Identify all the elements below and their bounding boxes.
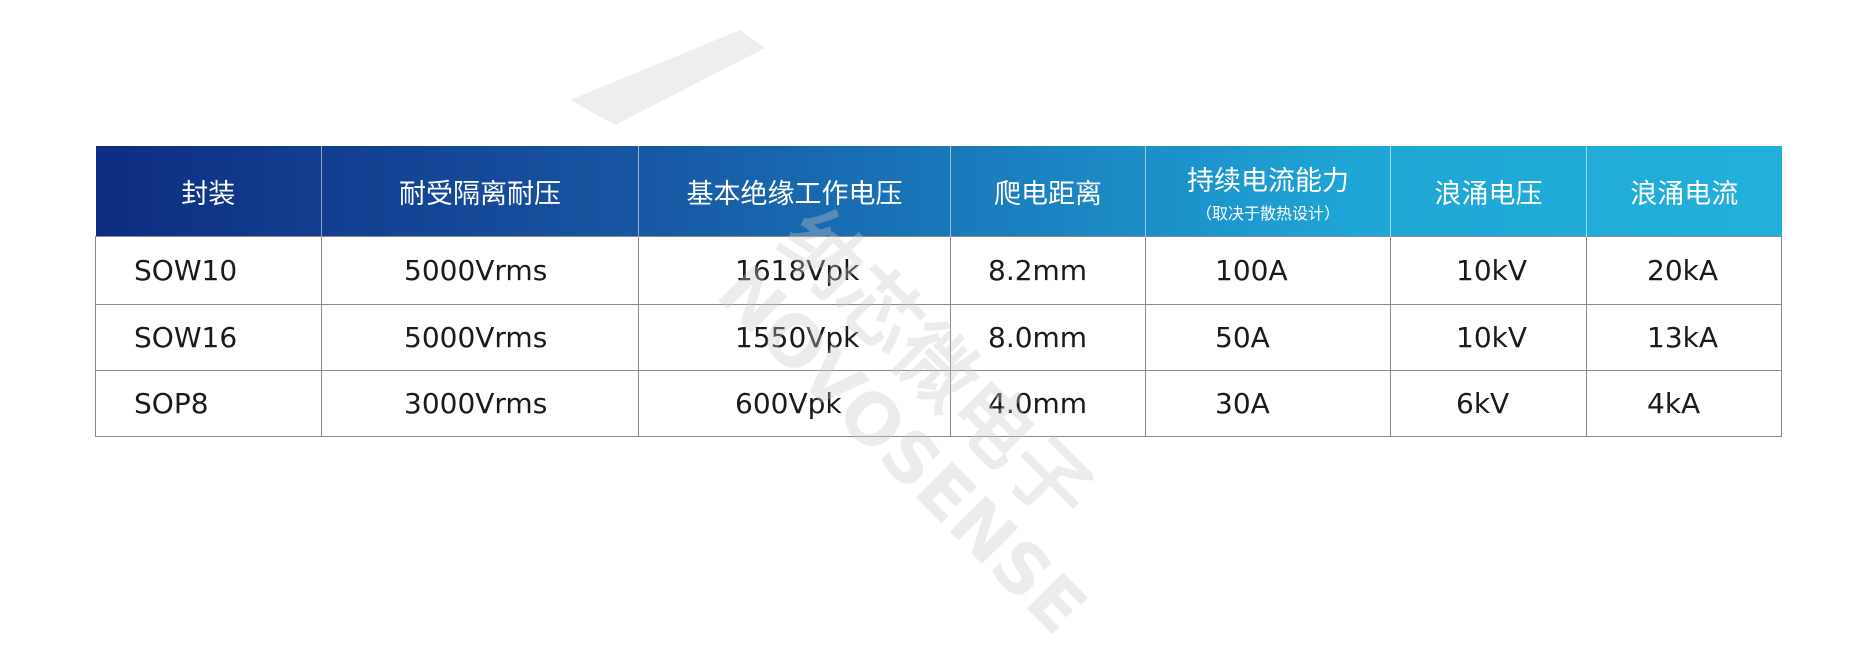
- header-isolation-voltage: 耐受隔离耐压: [321, 146, 639, 237]
- cell-working-voltage: 600Vpk: [638, 370, 951, 437]
- cell-working-voltage: 1550Vpk: [638, 304, 951, 371]
- header-label: 耐受隔离耐压: [399, 178, 561, 210]
- cell-working-voltage: 1618Vpk: [638, 236, 951, 305]
- cell-package: SOW10: [95, 236, 322, 305]
- cell-package: SOW16: [95, 304, 322, 371]
- watermark-logo-icon: [570, 30, 765, 125]
- header-package: 封装: [95, 146, 322, 237]
- cell-creepage: 8.2mm: [950, 236, 1146, 305]
- header-label: 基本绝缘工作电压: [686, 178, 903, 210]
- table-row: SOW10 5000Vrms 1618Vpk 8.2mm 100A 10kV 20kA: [95, 236, 1782, 305]
- cell-package: SOP8: [95, 370, 322, 437]
- cell-isolation-voltage: 5000Vrms: [321, 304, 639, 371]
- spec-table: 封装 耐受隔离耐压 基本绝缘工作电压 爬电距离 持续电流能力 （取决于散热设计） …: [95, 146, 1782, 437]
- cell-surge-current: 13kA: [1586, 304, 1782, 371]
- cell-continuous-current: 100A: [1145, 236, 1391, 305]
- header-row: 封装 耐受隔离耐压 基本绝缘工作电压 爬电距离 持续电流能力 （取决于散热设计） …: [95, 146, 1782, 237]
- cell-surge-voltage: 6kV: [1390, 370, 1587, 437]
- cell-surge-voltage: 10kV: [1390, 236, 1587, 305]
- header-creepage: 爬电距离: [950, 146, 1146, 237]
- cell-surge-current: 20kA: [1586, 236, 1782, 305]
- header-working-voltage: 基本绝缘工作电压: [638, 146, 951, 237]
- cell-creepage: 8.0mm: [950, 304, 1146, 371]
- cell-creepage: 4.0mm: [950, 370, 1146, 437]
- cell-surge-current: 4kA: [1586, 370, 1782, 437]
- header-continuous-current: 持续电流能力 （取决于散热设计）: [1145, 146, 1391, 237]
- cell-continuous-current: 50A: [1145, 304, 1391, 371]
- header-label: 爬电距离: [994, 178, 1102, 210]
- cell-surge-voltage: 10kV: [1390, 304, 1587, 371]
- header-surge-current: 浪涌电流: [1587, 146, 1782, 237]
- header-label: 持续电流能力: [1187, 165, 1349, 197]
- table-row: SOP8 3000Vrms 600Vpk 4.0mm 30A 6kV 4kA: [95, 370, 1782, 437]
- table-row: SOW16 5000Vrms 1550Vpk 8.0mm 50A 10kV 13kA: [95, 304, 1782, 371]
- cell-isolation-voltage: 3000Vrms: [321, 370, 639, 437]
- header-surge-voltage: 浪涌电压: [1390, 146, 1587, 237]
- header-sublabel: （取决于散热设计）: [1195, 203, 1340, 223]
- cell-continuous-current: 30A: [1145, 370, 1391, 437]
- header-label: 浪涌电流: [1630, 178, 1739, 210]
- cell-isolation-voltage: 5000Vrms: [321, 236, 639, 305]
- header-label: 封装: [181, 178, 236, 210]
- header-label: 浪涌电压: [1434, 178, 1543, 210]
